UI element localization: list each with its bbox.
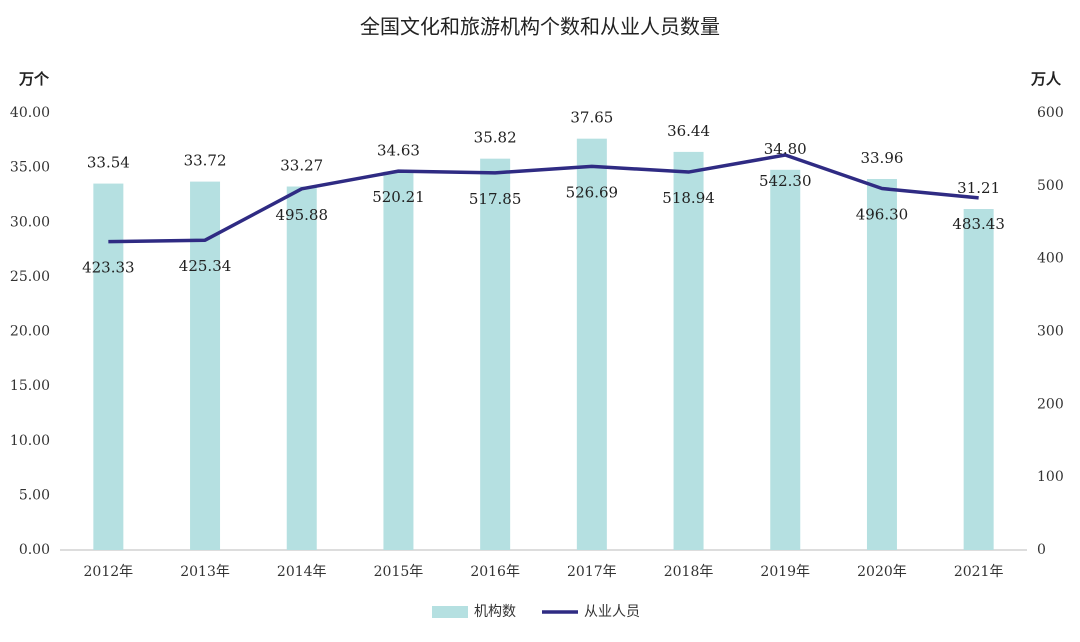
- x-tick-label: 2021年: [954, 564, 1004, 580]
- y2-tick-label: 300: [1037, 324, 1064, 340]
- bar: [286, 186, 317, 550]
- y2-tick-label: 0: [1037, 542, 1046, 558]
- data-label: 526.69: [566, 183, 619, 201]
- y-tick-label: 35.00: [10, 160, 50, 176]
- y-tick-label: 0.00: [19, 542, 50, 558]
- x-tick-label: 2012年: [84, 564, 134, 580]
- line: [108, 153, 979, 244]
- data-label: 33.96: [860, 149, 903, 167]
- y2-tick-label: 400: [1037, 251, 1064, 267]
- data-label: 517.85: [469, 190, 522, 208]
- y-tick-label: 10.00: [10, 433, 50, 449]
- x-tick-label: 2016年: [470, 564, 520, 580]
- x-tick-label: 2017年: [567, 564, 617, 580]
- x-tick-label: 2018年: [664, 564, 714, 580]
- x-tick-label: 2015年: [374, 564, 424, 580]
- data-label: 33.72: [184, 152, 227, 170]
- bar: [93, 183, 124, 550]
- data-label: 33.54: [87, 154, 130, 172]
- y-tick-label: 30.00: [10, 214, 50, 230]
- y2-tick-label: 500: [1037, 178, 1064, 194]
- y-tick-label: 25.00: [10, 269, 50, 285]
- y-tick-label: 40.00: [10, 105, 50, 121]
- data-label: 31.21: [957, 179, 1000, 197]
- y2-tick-label: 200: [1037, 396, 1064, 412]
- x-tick-label: 2013年: [180, 564, 230, 580]
- data-label: 35.82: [474, 129, 517, 147]
- x-tick-label: 2019年: [760, 564, 810, 580]
- data-label: 542.30: [759, 172, 812, 190]
- legend-label: 从业人员: [584, 604, 640, 620]
- bar: [673, 151, 704, 550]
- y-tick-label: 15.00: [10, 378, 50, 394]
- data-label: 496.30: [856, 206, 909, 224]
- data-label: 33.27: [280, 157, 323, 175]
- bar: [576, 138, 607, 550]
- bar: [383, 171, 414, 551]
- bar: [480, 158, 511, 550]
- y2-axis-title: 万人: [1030, 70, 1062, 88]
- y-axis-title: 万个: [18, 70, 50, 88]
- data-label: 37.65: [570, 109, 613, 127]
- data-label: 423.33: [82, 259, 135, 277]
- x-tick-label: 2014年: [277, 564, 327, 580]
- y-tick-label: 20.00: [10, 324, 50, 340]
- x-tick-label: 2020年: [857, 564, 907, 580]
- y-tick-label: 5.00: [19, 487, 50, 503]
- data-label: 34.80: [764, 140, 807, 158]
- bar: [963, 209, 994, 550]
- data-label: 495.88: [276, 206, 329, 224]
- data-label: 34.63: [377, 142, 420, 160]
- bar: [770, 169, 801, 550]
- chart-title: 全国文化和旅游机构个数和从业人员数量: [360, 15, 720, 39]
- y2-tick-label: 100: [1037, 469, 1064, 485]
- data-label: 518.94: [662, 189, 715, 207]
- data-label: 520.21: [372, 188, 425, 206]
- data-label: 36.44: [667, 122, 710, 140]
- y2-tick-label: 600: [1037, 105, 1064, 121]
- bar: [866, 178, 897, 550]
- data-label: 425.34: [179, 257, 232, 275]
- data-label: 483.43: [952, 215, 1005, 233]
- bar: [190, 181, 221, 550]
- legend-label: 机构数: [474, 604, 516, 620]
- legend-swatch: [432, 606, 468, 618]
